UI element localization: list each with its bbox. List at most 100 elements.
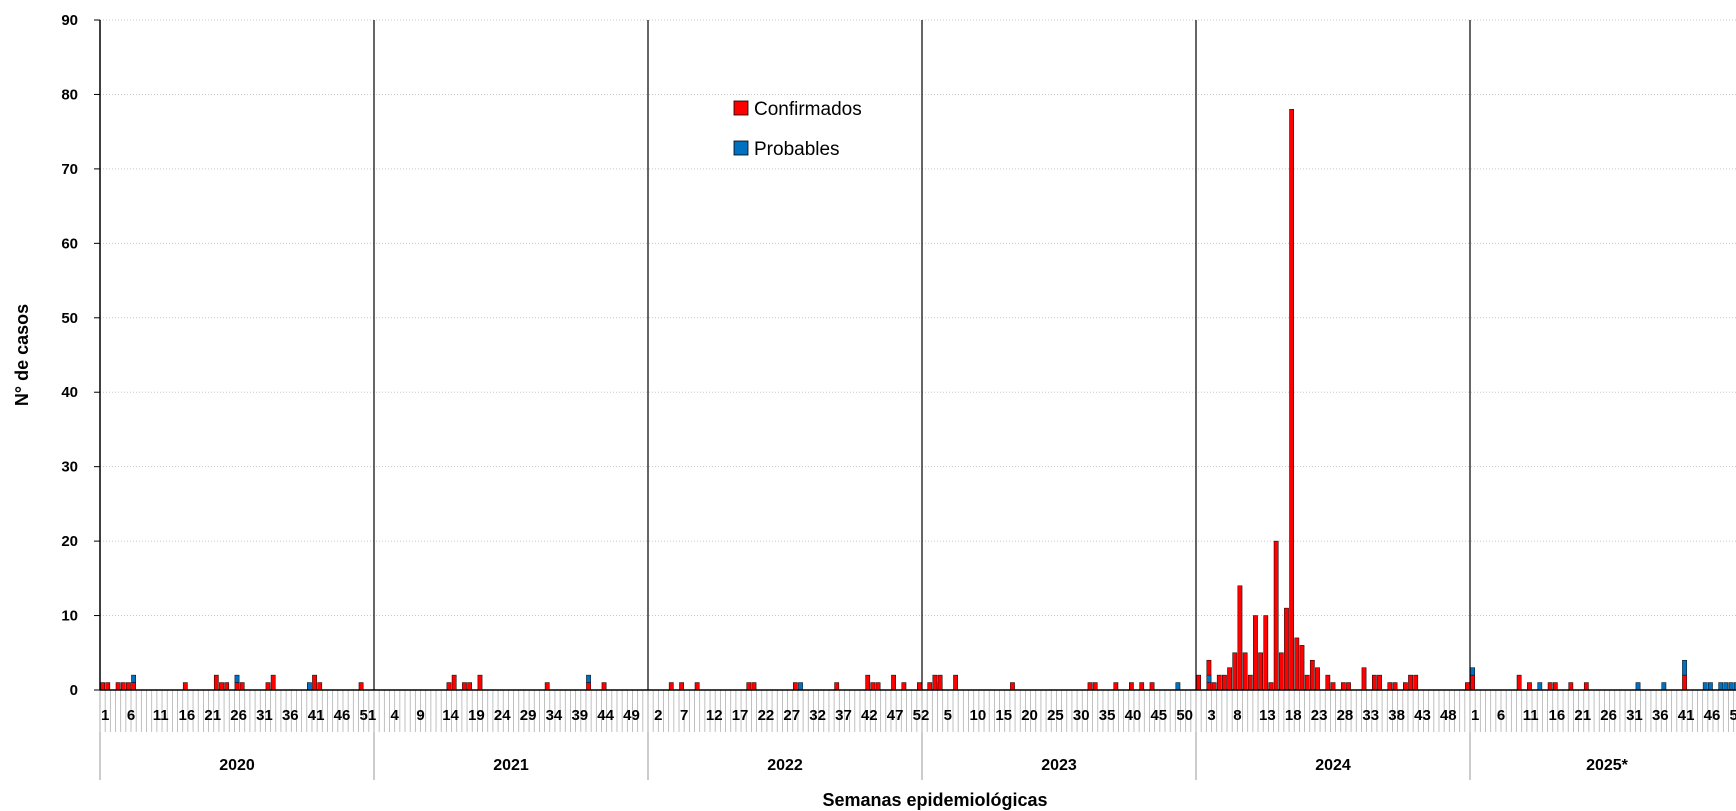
legend-swatch-probables <box>733 140 749 156</box>
legend: Confirmados Probables <box>733 99 862 160</box>
week-label: 11 <box>1523 707 1539 724</box>
y-tick-label: 20 <box>61 533 78 550</box>
week-label: 24 <box>494 707 511 724</box>
week-label: 43 <box>1414 707 1431 724</box>
probables-bar <box>234 674 240 683</box>
confirmados-bar <box>1470 674 1475 691</box>
confirmados-bar <box>1211 682 1217 691</box>
confirmados-bar <box>1315 667 1320 691</box>
week-label: 4 <box>391 707 400 724</box>
confirmados-bar <box>601 682 607 691</box>
y-tick-label: 70 <box>61 161 78 178</box>
confirmados-bar <box>1289 109 1295 691</box>
week-label: 36 <box>282 707 299 724</box>
confirmados-bar <box>870 682 876 691</box>
confirmados-bar <box>446 682 452 691</box>
year-labels: 2020 2021 2022 2023 2024 2025* <box>219 757 1628 774</box>
year-label: 2020 <box>219 757 255 774</box>
confirmados-bar <box>1408 674 1413 691</box>
bars <box>100 109 1736 691</box>
week-label: 6 <box>127 707 135 724</box>
week-label: 44 <box>597 707 614 724</box>
week-label: 28 <box>1337 707 1354 724</box>
week-label: 42 <box>861 707 878 724</box>
confirmados-bar <box>265 682 271 691</box>
confirmados-bar <box>1294 637 1300 691</box>
confirmados-bar <box>100 682 105 691</box>
y-tick-label: 40 <box>61 384 78 401</box>
confirmados-bar <box>462 682 467 691</box>
legend-label-confirmados: Confirmados <box>754 99 862 120</box>
week-label: 19 <box>468 707 485 724</box>
probables-bar <box>1206 674 1212 683</box>
legend-label-probables: Probables <box>754 139 840 160</box>
week-label: 41 <box>308 707 325 724</box>
confirmados-bar <box>1227 667 1232 691</box>
confirmados-bar <box>219 682 224 691</box>
week-label: 52 <box>913 707 930 724</box>
confirmados-bar <box>358 682 364 691</box>
probables-bar <box>131 674 136 683</box>
week-label: 12 <box>706 707 723 724</box>
year-label: 2023 <box>1041 757 1077 774</box>
confirmados-bar <box>1149 682 1155 691</box>
week-label: 29 <box>520 707 537 724</box>
probables-bar <box>1682 659 1687 676</box>
confirmados-bar <box>751 682 757 691</box>
probables-bar <box>798 682 803 691</box>
confirmados-bar <box>746 682 752 691</box>
week-label: 31 <box>1626 707 1643 724</box>
confirmados-bar <box>270 674 276 691</box>
week-label: 26 <box>1600 707 1617 724</box>
week-label: 35 <box>1099 707 1116 724</box>
week-label: 13 <box>1259 707 1276 724</box>
week-labels: 1 6 11 16 21 26 31 36 41 46 51 4 9 14 19 24 29 34 39 44 49 2 7… <box>101 707 1736 724</box>
confirmados-bar <box>1392 682 1398 691</box>
confirmados-bar <box>1010 682 1015 691</box>
confirmados-bar <box>1299 645 1305 691</box>
confirmados-bar <box>834 682 840 691</box>
year-label: 2021 <box>493 757 529 774</box>
axes <box>99 20 1736 691</box>
week-label: 51 <box>1729 707 1736 724</box>
y-axis-title: N° de casos <box>12 304 32 406</box>
confirmados-bar <box>1284 607 1289 691</box>
week-label: 6 <box>1497 707 1505 724</box>
confirmados-bar <box>544 682 550 691</box>
confirmados-bar <box>953 674 958 691</box>
week-label: 46 <box>334 707 351 724</box>
week-label: 16 <box>179 707 196 724</box>
confirmados-bar <box>1216 674 1222 691</box>
confirmados-bar <box>1547 682 1553 691</box>
week-label: 18 <box>1285 707 1302 724</box>
confirmados-bar <box>1232 652 1238 691</box>
confirmados-bar <box>1516 674 1522 691</box>
week-label: 36 <box>1652 707 1669 724</box>
confirmados-bar <box>927 682 933 691</box>
probables-bar <box>307 682 312 691</box>
week-label: 32 <box>809 707 826 724</box>
confirmados-bar <box>586 682 591 691</box>
week-label: 46 <box>1704 707 1721 724</box>
confirmados-bar <box>477 674 483 691</box>
confirmados-bar <box>917 682 922 691</box>
week-label: 33 <box>1362 707 1379 724</box>
confirmados-bar <box>1309 659 1315 691</box>
confirmados-bar <box>1527 682 1532 691</box>
y-tick-label: 30 <box>61 459 78 476</box>
confirmados-bar <box>1087 682 1093 691</box>
confirmados-bar <box>1258 652 1263 691</box>
week-ticks <box>99 690 1735 732</box>
confirmados-bar <box>694 682 700 691</box>
week-label: 11 <box>153 707 169 724</box>
confirmados-bar <box>1330 682 1336 691</box>
confirmados-bar <box>1139 682 1145 691</box>
week-label: 8 <box>1233 707 1241 724</box>
week-label: 1 <box>1471 707 1479 724</box>
confirmados-bar <box>1552 682 1558 691</box>
confirmados-bar <box>1113 682 1119 691</box>
legend-swatch-confirmados <box>733 100 749 116</box>
confirmados-bar <box>312 674 317 691</box>
probables-bar <box>1537 682 1543 691</box>
probables-bar <box>1718 682 1724 691</box>
